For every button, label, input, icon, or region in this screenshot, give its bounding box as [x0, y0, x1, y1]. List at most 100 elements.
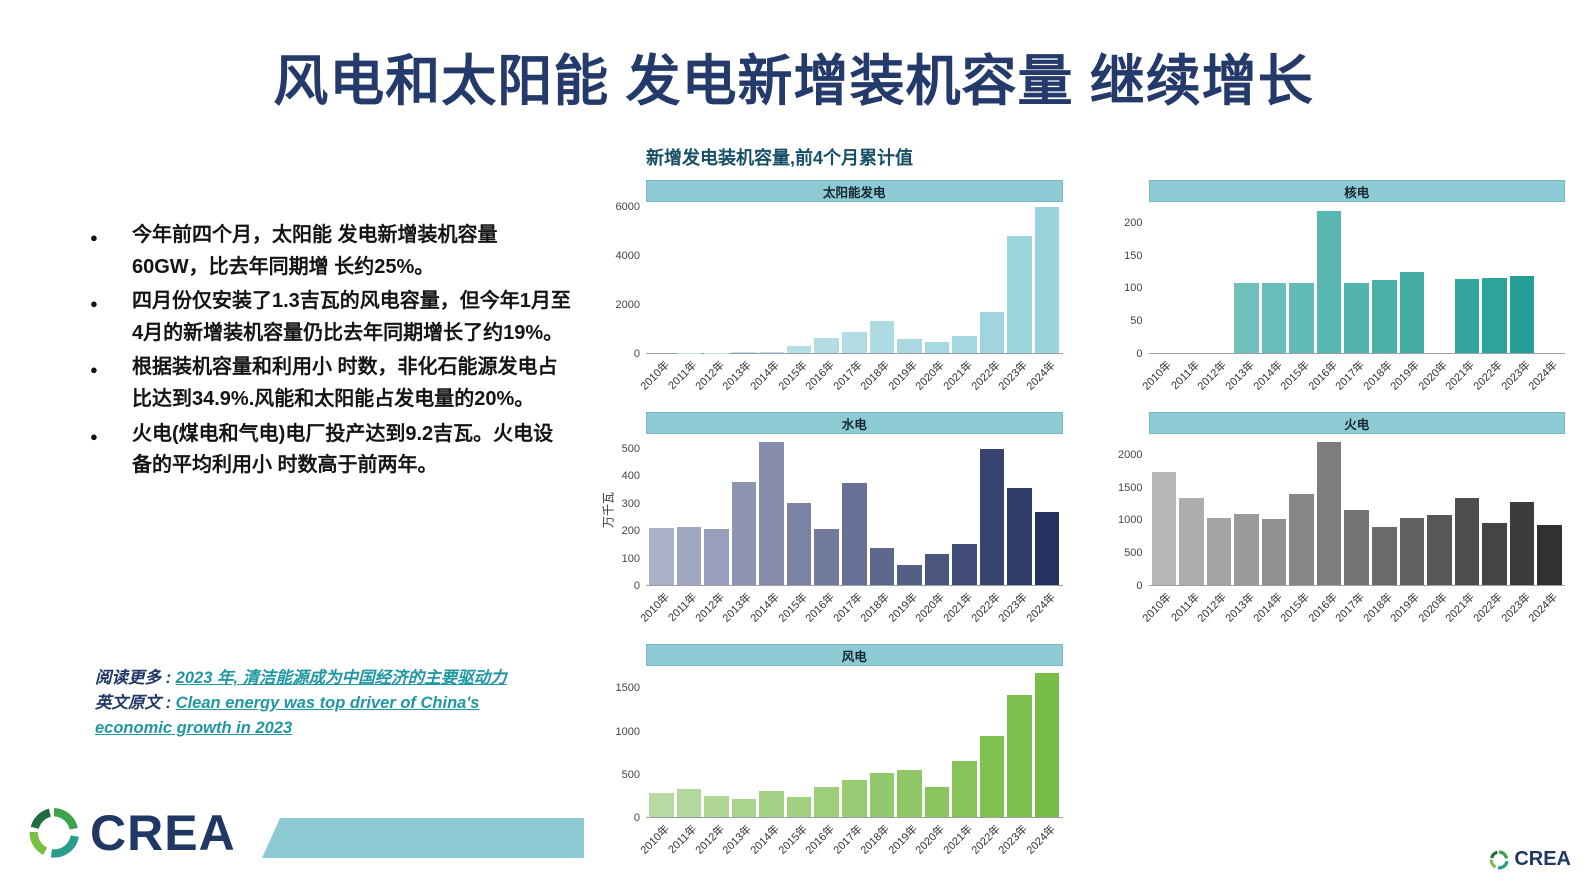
y-tick-label: 300: [621, 497, 640, 510]
x-tick-label: 2010年: [638, 359, 672, 393]
read-more-line: 阅读更多 : 2023 年, 清洁能源成为中国经济的主要驱动力: [95, 666, 547, 691]
bar-hydro-2011年: [676, 527, 702, 585]
plot-wind: [646, 666, 1063, 818]
bar-wind-2012年: [704, 796, 729, 817]
bar-slot: [649, 666, 674, 817]
bar-thermal-2022年: [1482, 523, 1507, 585]
bar-slot: [979, 434, 1005, 585]
y-tick-label: 1500: [1118, 481, 1143, 494]
read-more-link[interactable]: 2023 年, 清洁能源成为中国经济的主要驱动力: [175, 669, 507, 687]
bar-slot: [1206, 434, 1232, 585]
bar-hydro-2024年: [1034, 511, 1060, 585]
x-tick: 2024年: [1527, 586, 1562, 632]
bullet-dot: ●: [90, 296, 98, 312]
chart-solar: 太阳能发电 0 2000 4000 6000 2010年 2011年 2012年 2013年 20…: [600, 180, 1063, 400]
bar-thermal-2020年: [1427, 515, 1452, 585]
bar-thermal-2024年: [1537, 525, 1562, 585]
bar-slot: [869, 202, 895, 353]
bar-slot: [841, 202, 867, 353]
bar-slot: [704, 202, 729, 353]
bar-slot: [952, 202, 977, 353]
bar-hydro-2010年: [649, 527, 674, 585]
bar-nuclear-2018年: [1372, 280, 1397, 353]
x-tick: 2024年: [1024, 586, 1060, 632]
chart-plot-area-nuclear: 0 50 100 150 200: [1103, 202, 1565, 360]
chart-header-wind: 风电: [646, 644, 1063, 666]
chart-grid-empty-cell: [1103, 644, 1566, 864]
bullet-dot: ●: [90, 230, 98, 245]
chart-plot-area-wind: 0 500 1000 1500: [600, 666, 1063, 824]
bullet-item: ● 今年前四个月，太阳能 发电新增装机容量60GW，比去年同期增 长约25%。: [90, 220, 572, 283]
chart-hydro: 水电 万千瓦 0 100 200 300 400 500 2010年 2011年 2012年 2013…: [600, 412, 1063, 632]
x-axis-wind: 2010年 2011年 2012年 2013年 2014年 2015年 2016年 2017年…: [638, 818, 1063, 864]
bar-thermal-2017年: [1344, 509, 1369, 585]
bar-hydro-2013年: [731, 481, 757, 585]
bar-nuclear-2014年: [1261, 282, 1287, 353]
bar-thermal-2016年: [1316, 441, 1342, 585]
crea-logo: CREA: [28, 804, 236, 862]
chart-grid: 太阳能发电 0 2000 4000 6000 2010年 2011年 2012年 2013年 20…: [600, 180, 1565, 864]
bar-solar-2013年: [731, 351, 757, 353]
y-tick-label: 2000: [615, 298, 640, 311]
charts-subtitle: 新增发电装机容量,前4个月累计值: [646, 148, 914, 168]
bar-slot: [1454, 434, 1480, 585]
bar-hydro-2014年: [759, 442, 784, 585]
bar-solar-2018年: [869, 321, 895, 353]
bar-slot: [1316, 434, 1342, 585]
y-axis: 0 500 1000 1500 2000: [1103, 434, 1149, 592]
bar-nuclear-2022年: [1482, 277, 1507, 353]
x-axis-solar: 2010年 2011年 2012年 2013年 2014年 2015年 2016年 2017年…: [638, 354, 1063, 400]
bar-thermal-2014年: [1261, 519, 1287, 585]
crea-logo-small-icon: [1489, 849, 1509, 869]
bar-hydro-2021年: [952, 544, 977, 585]
bar-slot: [1372, 202, 1397, 353]
y-tick-label: 150: [1124, 249, 1143, 262]
y-tick-label: 6000: [615, 200, 640, 213]
y-tick-label: 500: [621, 768, 640, 781]
y-tick-label: 0: [633, 580, 640, 592]
y-tick-label: 500: [621, 443, 640, 456]
bar-wind-2015年: [786, 797, 812, 817]
y-tick-label: 2000: [1118, 448, 1143, 461]
bar-slot: [1207, 202, 1232, 353]
plot-thermal: [1148, 434, 1565, 586]
charts-region: 新增发电装机容量,前4个月累计值 太阳能发电 0 2000 4000 6000 2010年…: [600, 144, 1565, 864]
bar-nuclear-2016年: [1316, 211, 1342, 353]
bar-slot: [1007, 666, 1032, 817]
bar-slot: [1537, 202, 1562, 353]
bar-wind-2022年: [979, 735, 1005, 817]
bar-slot: [786, 434, 812, 585]
bar-wind-2019年: [897, 769, 922, 817]
bar-slot: [759, 666, 784, 817]
bullet-dot: ●: [90, 428, 98, 444]
x-tick: 2024年: [1024, 818, 1060, 864]
bar-slot: [841, 434, 867, 585]
english-line: 英文原文 : Clean energy was top driver of Ch…: [95, 691, 547, 741]
chart-header-thermal: 火电: [1148, 412, 1565, 434]
bar-slot: [1344, 202, 1369, 353]
bar-solar-2021年: [952, 335, 977, 353]
y-tick-label: 100: [621, 552, 640, 565]
bar-solar-2015年: [786, 345, 812, 353]
crea-logo-small: CREA: [1489, 848, 1571, 871]
bar-wind-2017年: [841, 780, 867, 817]
x-axis-hydro: 2010年 2011年 2012年 2013年 2014年 2015年 2016年 2017年…: [638, 586, 1063, 632]
bar-slot: [649, 202, 674, 353]
bullet-item: ● 火电(煤电和气电)电厂投产达到9.2吉瓦。火电设备的平均利用小 时数高于前两年…: [90, 419, 572, 482]
chart-header-nuclear: 核电: [1148, 180, 1565, 202]
bar-slot: [897, 202, 922, 353]
bullet-text: 今年前四个月，太阳能 发电新增装机容量60GW，比去年同期增 长约25%。: [132, 224, 498, 278]
chart-header-hydro: 水电: [646, 412, 1063, 434]
bar-slot: [1509, 434, 1535, 585]
bullet-item: ● 四月份仅安装了1.3吉瓦的风电容量，但今年1月至4月的新增装机容量仍比去年同期…: [90, 286, 572, 349]
english-link[interactable]: Clean energy was top driver of China's e…: [95, 693, 480, 737]
bar-slot: [731, 666, 757, 817]
bar-nuclear-2017年: [1344, 282, 1369, 353]
plot-solar: [646, 202, 1063, 354]
y-axis: 0 500 1000 1500: [600, 666, 646, 824]
bar-slot: [1261, 434, 1287, 585]
bullet-list: ● 今年前四个月，太阳能 发电新增装机容量60GW，比去年同期增 长约25%。 ● 四…: [90, 220, 572, 482]
bar-thermal-2013年: [1234, 514, 1259, 585]
page-title: 风电和太阳能 发电新增装机容量 继续增长: [273, 50, 1314, 112]
bar-thermal-2023年: [1509, 502, 1535, 585]
